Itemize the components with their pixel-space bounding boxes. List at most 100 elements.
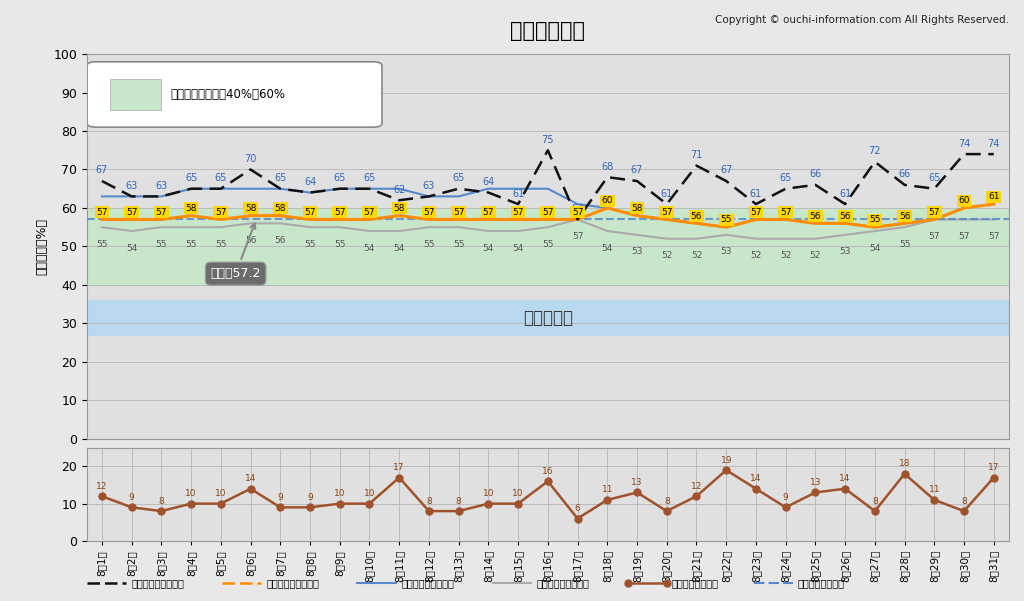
Text: 14: 14 xyxy=(751,474,762,483)
Text: 57: 57 xyxy=(423,208,434,217)
Text: 13: 13 xyxy=(631,478,643,487)
Text: 72: 72 xyxy=(868,146,881,156)
Text: 56: 56 xyxy=(691,212,702,221)
Text: 57: 57 xyxy=(482,208,495,217)
Text: 13: 13 xyxy=(810,478,821,487)
Text: 61: 61 xyxy=(839,189,851,198)
Text: 65: 65 xyxy=(185,173,198,183)
Text: 57: 57 xyxy=(751,208,762,217)
Text: 10: 10 xyxy=(512,489,524,498)
Text: 10: 10 xyxy=(185,489,197,498)
Text: 57: 57 xyxy=(96,208,108,217)
FancyBboxPatch shape xyxy=(87,62,382,127)
Text: 一日の平均相対湿度: 一日の平均相対湿度 xyxy=(266,578,319,588)
Text: 65: 65 xyxy=(928,173,940,183)
Text: 18: 18 xyxy=(899,459,910,468)
Text: 57: 57 xyxy=(453,208,465,217)
Text: 屋外の平均相対湿度: 屋外の平均相対湿度 xyxy=(131,578,184,588)
Bar xyxy=(87,300,1009,335)
Text: 61: 61 xyxy=(512,189,524,198)
Text: 11: 11 xyxy=(601,486,613,495)
Text: 54: 54 xyxy=(482,243,494,252)
Text: 11: 11 xyxy=(929,486,940,495)
Text: 66: 66 xyxy=(809,169,821,179)
Text: 62: 62 xyxy=(393,185,406,195)
Text: 除湿機使用: 除湿機使用 xyxy=(523,308,572,326)
Text: 56: 56 xyxy=(899,212,910,221)
Text: 16: 16 xyxy=(542,467,554,476)
Text: 61: 61 xyxy=(750,189,762,198)
Text: 58: 58 xyxy=(631,204,643,213)
Text: 12: 12 xyxy=(96,481,108,490)
Text: 65: 65 xyxy=(364,173,376,183)
Text: 56: 56 xyxy=(245,236,256,245)
Text: 8: 8 xyxy=(456,496,462,505)
Text: 54: 54 xyxy=(602,243,613,252)
Text: 10: 10 xyxy=(482,489,495,498)
Text: 55: 55 xyxy=(185,240,197,249)
Text: 54: 54 xyxy=(393,243,404,252)
Text: 53: 53 xyxy=(840,248,851,257)
Text: 57: 57 xyxy=(988,232,999,241)
Text: 57: 57 xyxy=(571,232,584,241)
Text: 57: 57 xyxy=(215,208,226,217)
Text: 10: 10 xyxy=(334,489,345,498)
Text: 74: 74 xyxy=(987,139,1000,148)
Text: 65: 65 xyxy=(334,173,346,183)
Text: 57: 57 xyxy=(334,208,345,217)
Text: 14: 14 xyxy=(245,474,256,483)
Text: 9: 9 xyxy=(307,493,313,502)
Text: 52: 52 xyxy=(691,251,702,260)
Text: 60: 60 xyxy=(958,196,970,205)
Bar xyxy=(111,79,161,110)
Text: 54: 54 xyxy=(512,243,524,252)
Text: 65: 65 xyxy=(453,173,465,183)
Text: 64: 64 xyxy=(482,177,495,187)
Text: 65: 65 xyxy=(274,173,287,183)
Text: 57: 57 xyxy=(364,208,375,217)
Text: 55: 55 xyxy=(899,240,910,249)
Text: 9: 9 xyxy=(278,493,284,502)
Text: 65: 65 xyxy=(215,173,227,183)
Text: 55: 55 xyxy=(542,240,554,249)
Text: 55: 55 xyxy=(304,240,315,249)
Text: 63: 63 xyxy=(156,181,168,191)
Text: 61: 61 xyxy=(660,189,673,198)
Text: 屋内の相対湿度差: 屋内の相対湿度差 xyxy=(672,578,719,588)
Text: 74: 74 xyxy=(957,139,970,148)
Text: 52: 52 xyxy=(780,251,792,260)
Text: 58: 58 xyxy=(185,204,197,213)
Text: 64: 64 xyxy=(304,177,316,187)
Text: 63: 63 xyxy=(423,181,435,191)
Text: 52: 52 xyxy=(751,251,762,260)
Text: 9: 9 xyxy=(782,493,788,502)
Text: 17: 17 xyxy=(988,463,999,472)
Text: 57: 57 xyxy=(304,208,315,217)
Text: 8: 8 xyxy=(426,496,432,505)
Text: 55: 55 xyxy=(721,215,732,224)
Text: 60: 60 xyxy=(601,196,613,205)
Text: 相対湿度目標域：40%～60%: 相対湿度目標域：40%～60% xyxy=(170,88,285,101)
Text: 9: 9 xyxy=(129,493,134,502)
Text: 57: 57 xyxy=(929,208,940,217)
Text: 54: 54 xyxy=(869,243,881,252)
Text: 一日の最低相対湿度: 一日の最低相対湿度 xyxy=(537,578,590,588)
Text: 8: 8 xyxy=(664,496,670,505)
Text: 58: 58 xyxy=(274,204,286,213)
Text: 68: 68 xyxy=(601,162,613,172)
Text: 6: 6 xyxy=(574,504,581,513)
Text: 75: 75 xyxy=(542,135,554,145)
Text: 58: 58 xyxy=(393,204,404,213)
Text: 67: 67 xyxy=(95,165,109,175)
Text: 56: 56 xyxy=(840,212,851,221)
Text: 70: 70 xyxy=(245,154,257,164)
Text: 8: 8 xyxy=(159,496,164,505)
Text: 19: 19 xyxy=(721,456,732,465)
Text: 55: 55 xyxy=(423,240,434,249)
Text: 55: 55 xyxy=(215,240,226,249)
Text: 65: 65 xyxy=(779,173,792,183)
Text: 平均：57.2: 平均：57.2 xyxy=(211,224,261,280)
Text: 71: 71 xyxy=(690,150,702,160)
Text: 17: 17 xyxy=(393,463,404,472)
Text: 一日の最高相対湿度: 一日の最高相対湿度 xyxy=(401,578,455,588)
